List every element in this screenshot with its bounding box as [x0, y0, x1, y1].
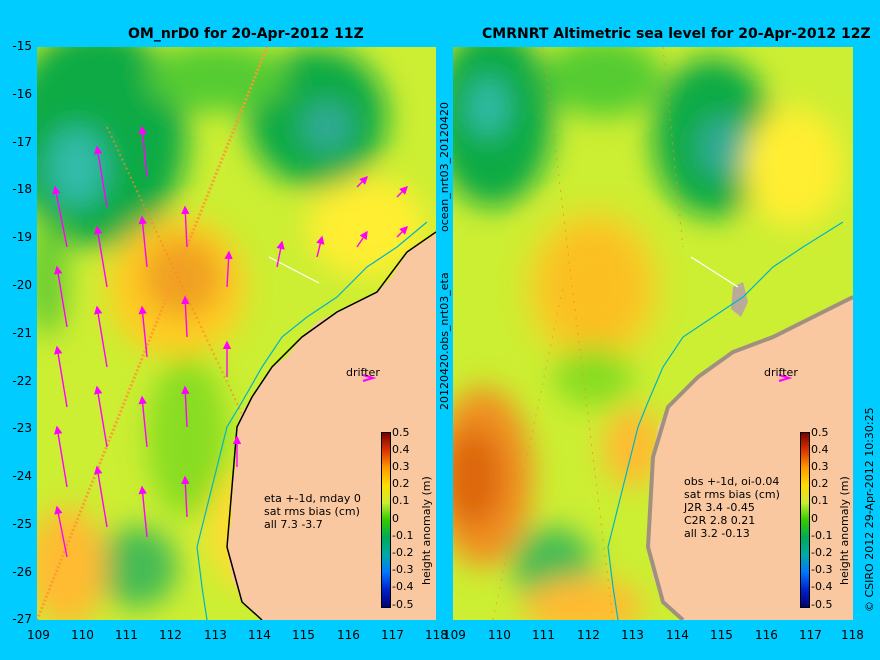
right-side-label: 20120420.obs_nrt03_eta: [438, 272, 451, 410]
right-annotation-line: obs +-1d, oi-0.04: [684, 475, 780, 488]
x-tick: 114: [248, 628, 271, 642]
x-tick: 115: [292, 628, 315, 642]
colorbar-tick: -0.2: [811, 546, 833, 559]
left-side-label: ocean_nrt03_20120420: [438, 101, 451, 232]
colorbar-tick: 0.4: [811, 443, 829, 456]
left-panel-title: OM_nrD0 for 20-Apr-2012 11Z: [128, 26, 364, 42]
right-annotation-line: J2R 3.4 -0.45: [684, 501, 755, 514]
x-tick: 117: [799, 628, 822, 642]
colorbar-tick: 0.5: [392, 426, 410, 439]
y-axis-ticks: -15 -16 -17 -18 -19 -20 -21 -22 -23 -24 …: [0, 39, 34, 629]
colorbar-tick: -0.3: [392, 563, 414, 576]
right-x-axis-ticks: 109 110 111 112 113 114 115 116 117 118: [440, 628, 870, 646]
y-tick: -23: [12, 421, 32, 435]
y-tick: -17: [12, 135, 32, 149]
y-tick: -24: [12, 469, 32, 483]
x-tick: 112: [159, 628, 182, 642]
right-annotation-line: sat rms bias (cm): [684, 488, 780, 501]
colorbar-tick: 0.1: [811, 494, 829, 507]
colorbar-tick: -0.4: [811, 580, 833, 593]
x-tick: 115: [710, 628, 733, 642]
colorbar-tick: 0: [811, 512, 818, 525]
left-colorbar-label: height anomaly (m): [420, 476, 433, 585]
colorbar-tick: 0.1: [392, 494, 410, 507]
right-annotation-line: C2R 2.8 0.21: [684, 514, 756, 527]
left-map-plot: [37, 47, 436, 620]
x-tick: 110: [488, 628, 511, 642]
left-drifter-label: drifter: [346, 366, 380, 379]
y-tick: -21: [12, 326, 32, 340]
colorbar-tick: -0.4: [392, 580, 414, 593]
colorbar-tick: -0.5: [392, 598, 414, 611]
x-tick: 113: [621, 628, 644, 642]
x-tick: 112: [577, 628, 600, 642]
x-tick: 109: [27, 628, 50, 642]
colorbar-tick: 0.5: [811, 426, 829, 439]
x-tick: 111: [532, 628, 555, 642]
right-colorbar-label: height anomaly (m): [838, 476, 851, 585]
left-drifter-marker: [362, 374, 377, 382]
x-tick: 116: [755, 628, 778, 642]
left-annotation-line: eta +-1d, mday 0: [264, 492, 361, 505]
colorbar-tick: 0.4: [392, 443, 410, 456]
colorbar-tick: 0.3: [392, 460, 410, 473]
x-tick: 110: [71, 628, 94, 642]
colorbar-tick: -0.1: [392, 529, 414, 542]
credit-text: © CSIRO 2012 29-Apr-2012 10:30:25: [863, 407, 876, 612]
x-tick: 118: [425, 628, 448, 642]
colorbar-tick: 0.2: [811, 477, 829, 490]
y-tick: -15: [12, 39, 32, 53]
right-colorbar: [800, 432, 810, 608]
colorbar-tick: -0.3: [811, 563, 833, 576]
left-annotation: eta +-1d, mday 0 sat rms bias (cm) all 7…: [264, 492, 361, 531]
y-tick: -20: [12, 278, 32, 292]
right-annotation: obs +-1d, oi-0.04 sat rms bias (cm) J2R …: [684, 475, 780, 540]
right-drifter-marker: [778, 374, 793, 382]
x-tick: 109: [443, 628, 466, 642]
y-tick: -27: [12, 612, 32, 626]
colorbar-tick: -0.1: [811, 529, 833, 542]
colorbar-tick: 0.3: [811, 460, 829, 473]
left-annotation-line: sat rms bias (cm): [264, 505, 360, 518]
x-tick: 118: [841, 628, 864, 642]
x-tick: 117: [381, 628, 404, 642]
right-map-plot: [453, 47, 853, 620]
left-x-axis-ticks: 109 110 111 112 113 114 115 116 117 118: [0, 628, 450, 646]
y-tick: -25: [12, 517, 32, 531]
y-tick: -22: [12, 374, 32, 388]
left-colorbar: [381, 432, 391, 608]
right-panel-title: CMRNRT Altimetric sea level for 20-Apr-2…: [482, 26, 871, 42]
left-annotation-line: all 7.3 -3.7: [264, 518, 323, 531]
x-tick: 113: [204, 628, 227, 642]
left-colorbar-ticks: 0.5 0.4 0.3 0.2 0.1 0 -0.1 -0.2 -0.3 -0.…: [392, 426, 428, 616]
right-drifter-label: drifter: [764, 366, 798, 379]
x-tick: 114: [666, 628, 689, 642]
colorbar-tick: -0.5: [811, 598, 833, 611]
right-colorbar-ticks: 0.5 0.4 0.3 0.2 0.1 0 -0.1 -0.2 -0.3 -0.…: [811, 426, 847, 616]
right-annotation-line: all 3.2 -0.13: [684, 527, 750, 540]
y-tick: -19: [12, 230, 32, 244]
y-tick: -26: [12, 565, 32, 579]
colorbar-tick: 0: [392, 512, 399, 525]
colorbar-tick: -0.2: [392, 546, 414, 559]
colorbar-tick: 0.2: [392, 477, 410, 490]
y-tick: -18: [12, 182, 32, 196]
y-tick: -16: [12, 87, 32, 101]
x-tick: 111: [115, 628, 138, 642]
x-tick: 116: [337, 628, 360, 642]
